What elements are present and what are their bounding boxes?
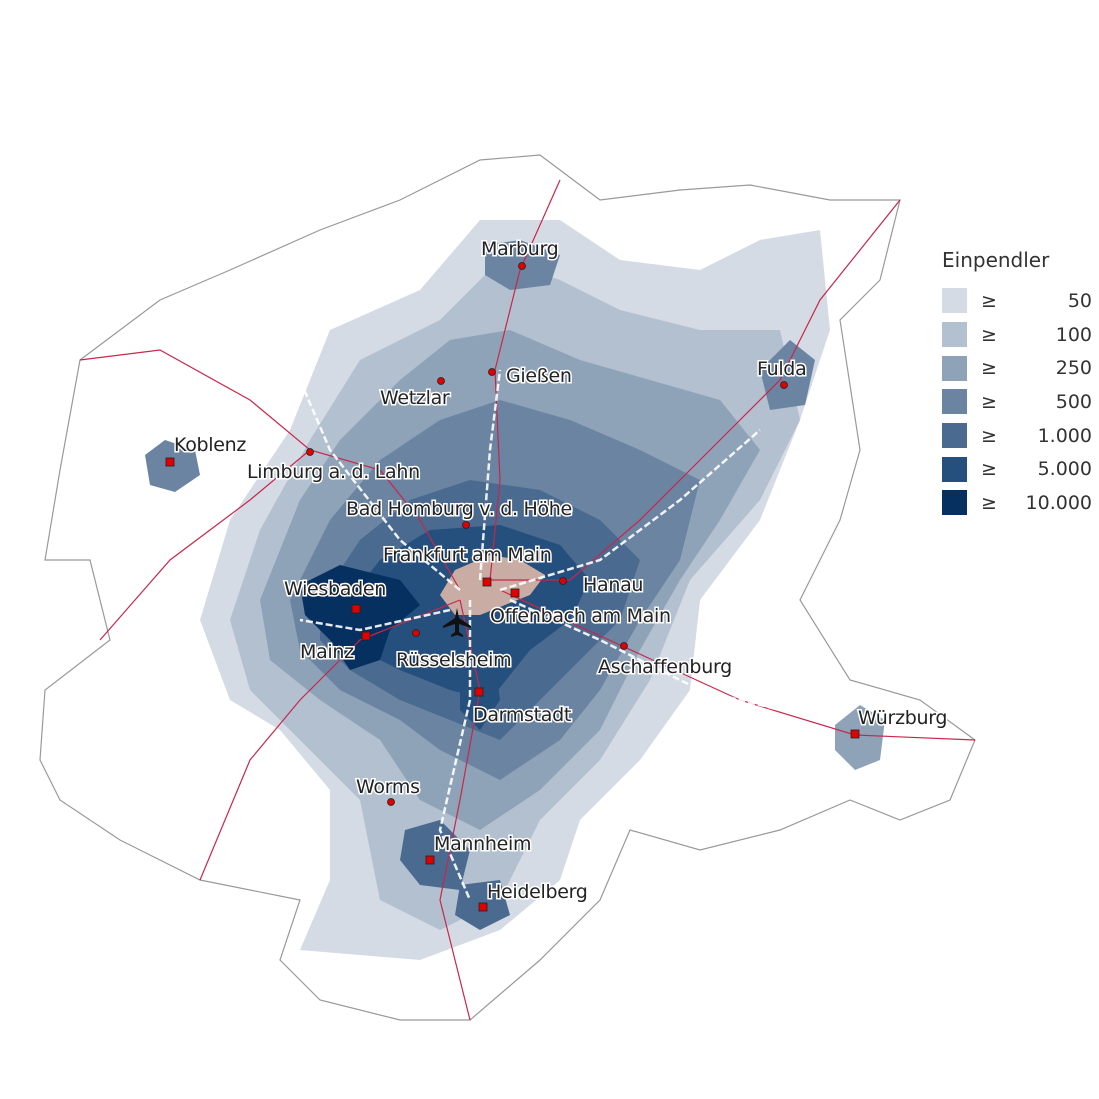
legend-item: ≥ 500 xyxy=(942,385,1092,419)
legend-value: 50 xyxy=(1067,289,1092,312)
region-wuerzburg xyxy=(835,705,885,770)
legend-symbol: ≥ xyxy=(981,289,997,312)
city-label: Hanau xyxy=(583,574,643,596)
motorways xyxy=(298,369,821,901)
legend-value: 500 xyxy=(1055,390,1092,413)
city-marker-square xyxy=(165,457,175,467)
city: Frankfurt am Main xyxy=(382,543,553,587)
region-destination-frankfurt xyxy=(440,555,545,615)
city-label: Mannheim xyxy=(434,833,531,855)
legend-symbol: ≥ xyxy=(981,357,997,380)
legend-swatch xyxy=(942,490,967,516)
city-marker-circle xyxy=(387,798,395,806)
legend-symbol: ≥ xyxy=(981,323,997,346)
city-label: Gießen xyxy=(506,365,572,387)
city: Hanau xyxy=(559,573,645,598)
city-marker-circle xyxy=(412,629,420,637)
city: Bad Homburg v. d. Höhe xyxy=(345,497,574,529)
legend-item: ≥ 1.000 xyxy=(942,419,1092,453)
city-marker-square xyxy=(850,729,860,739)
city-label: Aschaffenburg xyxy=(598,656,732,678)
city: Wiesbaden xyxy=(283,577,388,614)
city-label: Frankfurt am Main xyxy=(383,544,552,566)
city: Offenbach am Main xyxy=(489,588,673,629)
city-marker-square xyxy=(478,902,488,912)
city-marker-square xyxy=(510,588,520,598)
city: Koblenz xyxy=(165,433,248,467)
legend-swatch xyxy=(942,355,967,381)
city-marker-circle xyxy=(780,381,788,389)
region-fulda xyxy=(760,340,815,410)
city-label: Marburg xyxy=(481,238,558,260)
legend-swatch xyxy=(942,322,967,348)
city-label: Fulda xyxy=(757,358,806,380)
city-marker-square xyxy=(425,855,435,865)
city: Darmstadt xyxy=(472,687,573,728)
city-label: Worms xyxy=(356,776,420,798)
city: Fulda xyxy=(756,357,808,389)
city: Wetzlar xyxy=(379,377,452,411)
legend-symbol: ≥ xyxy=(981,458,997,481)
legend-item: ≥ 250 xyxy=(942,351,1092,385)
city: Mannheim xyxy=(425,832,533,865)
legend-swatch xyxy=(942,423,967,449)
legend-value: 5.000 xyxy=(1037,458,1092,481)
city-label: Wetzlar xyxy=(380,387,450,409)
city-label: Koblenz xyxy=(174,434,246,456)
city: Gießen xyxy=(488,364,573,389)
city: Mainz xyxy=(299,631,371,665)
city-marker-circle xyxy=(559,577,567,585)
city-layer: Marburg Gießen Wetzlar Fulda KoblenzLimburg … xyxy=(165,237,949,912)
city-label: Würzburg xyxy=(858,707,947,729)
legend-swatch xyxy=(942,389,967,415)
legend-item: ≥ 100 xyxy=(942,318,1092,352)
city-marker-square xyxy=(482,577,492,587)
city: Worms xyxy=(355,775,421,806)
city: Aschaffenburg xyxy=(597,642,734,680)
city-label: Offenbach am Main xyxy=(490,605,671,627)
legend-value: 1.000 xyxy=(1037,424,1092,447)
legend-value: 250 xyxy=(1055,357,1092,380)
city-label: Wiesbaden xyxy=(284,578,386,600)
legend-value: 10.000 xyxy=(1025,491,1092,514)
city-label: Bad Homburg v. d. Höhe xyxy=(346,498,572,520)
legend-swatch xyxy=(942,288,967,314)
region-class-10000 xyxy=(300,565,420,670)
city-marker-square xyxy=(474,687,484,697)
city-label: Darmstadt xyxy=(473,704,571,726)
city: Würzburg xyxy=(850,706,949,739)
legend: Einpendler ≥ 50 ≥ 100 ≥ 250 ≥ 500 ≥ 1.00… xyxy=(942,248,1092,520)
city-marker-circle xyxy=(488,368,496,376)
legend-swatch xyxy=(942,456,967,482)
legend-title: Einpendler xyxy=(942,248,1050,272)
city: Rüsselsheim xyxy=(395,629,513,673)
city-marker-square xyxy=(351,604,361,614)
city-label: Heidelberg xyxy=(487,881,588,903)
city-marker-circle xyxy=(462,521,470,529)
legend-symbol: ≥ xyxy=(981,424,997,447)
city-marker-circle xyxy=(306,448,314,456)
city-label: Rüsselsheim xyxy=(396,649,511,671)
city-marker-circle xyxy=(437,377,445,385)
legend-symbol: ≥ xyxy=(981,390,997,413)
city-label: Limburg a. d. Lahn xyxy=(247,461,420,483)
city-marker-circle xyxy=(518,262,526,270)
legend-symbol: ≥ xyxy=(981,491,997,514)
legend-value: 100 xyxy=(1055,323,1092,346)
city: Limburg a. d. Lahn xyxy=(246,448,422,485)
legend-item: ≥ 5.000 xyxy=(942,452,1092,486)
legend-item: ≥ 50 xyxy=(942,284,1092,318)
airplane-icon xyxy=(443,608,471,637)
city: Marburg xyxy=(480,237,560,270)
city: Heidelberg xyxy=(478,880,589,912)
city-marker-circle xyxy=(620,642,628,650)
city-label: Mainz xyxy=(300,641,354,663)
city-marker-square xyxy=(361,631,371,641)
legend-item: ≥ 10.000 xyxy=(942,486,1092,520)
